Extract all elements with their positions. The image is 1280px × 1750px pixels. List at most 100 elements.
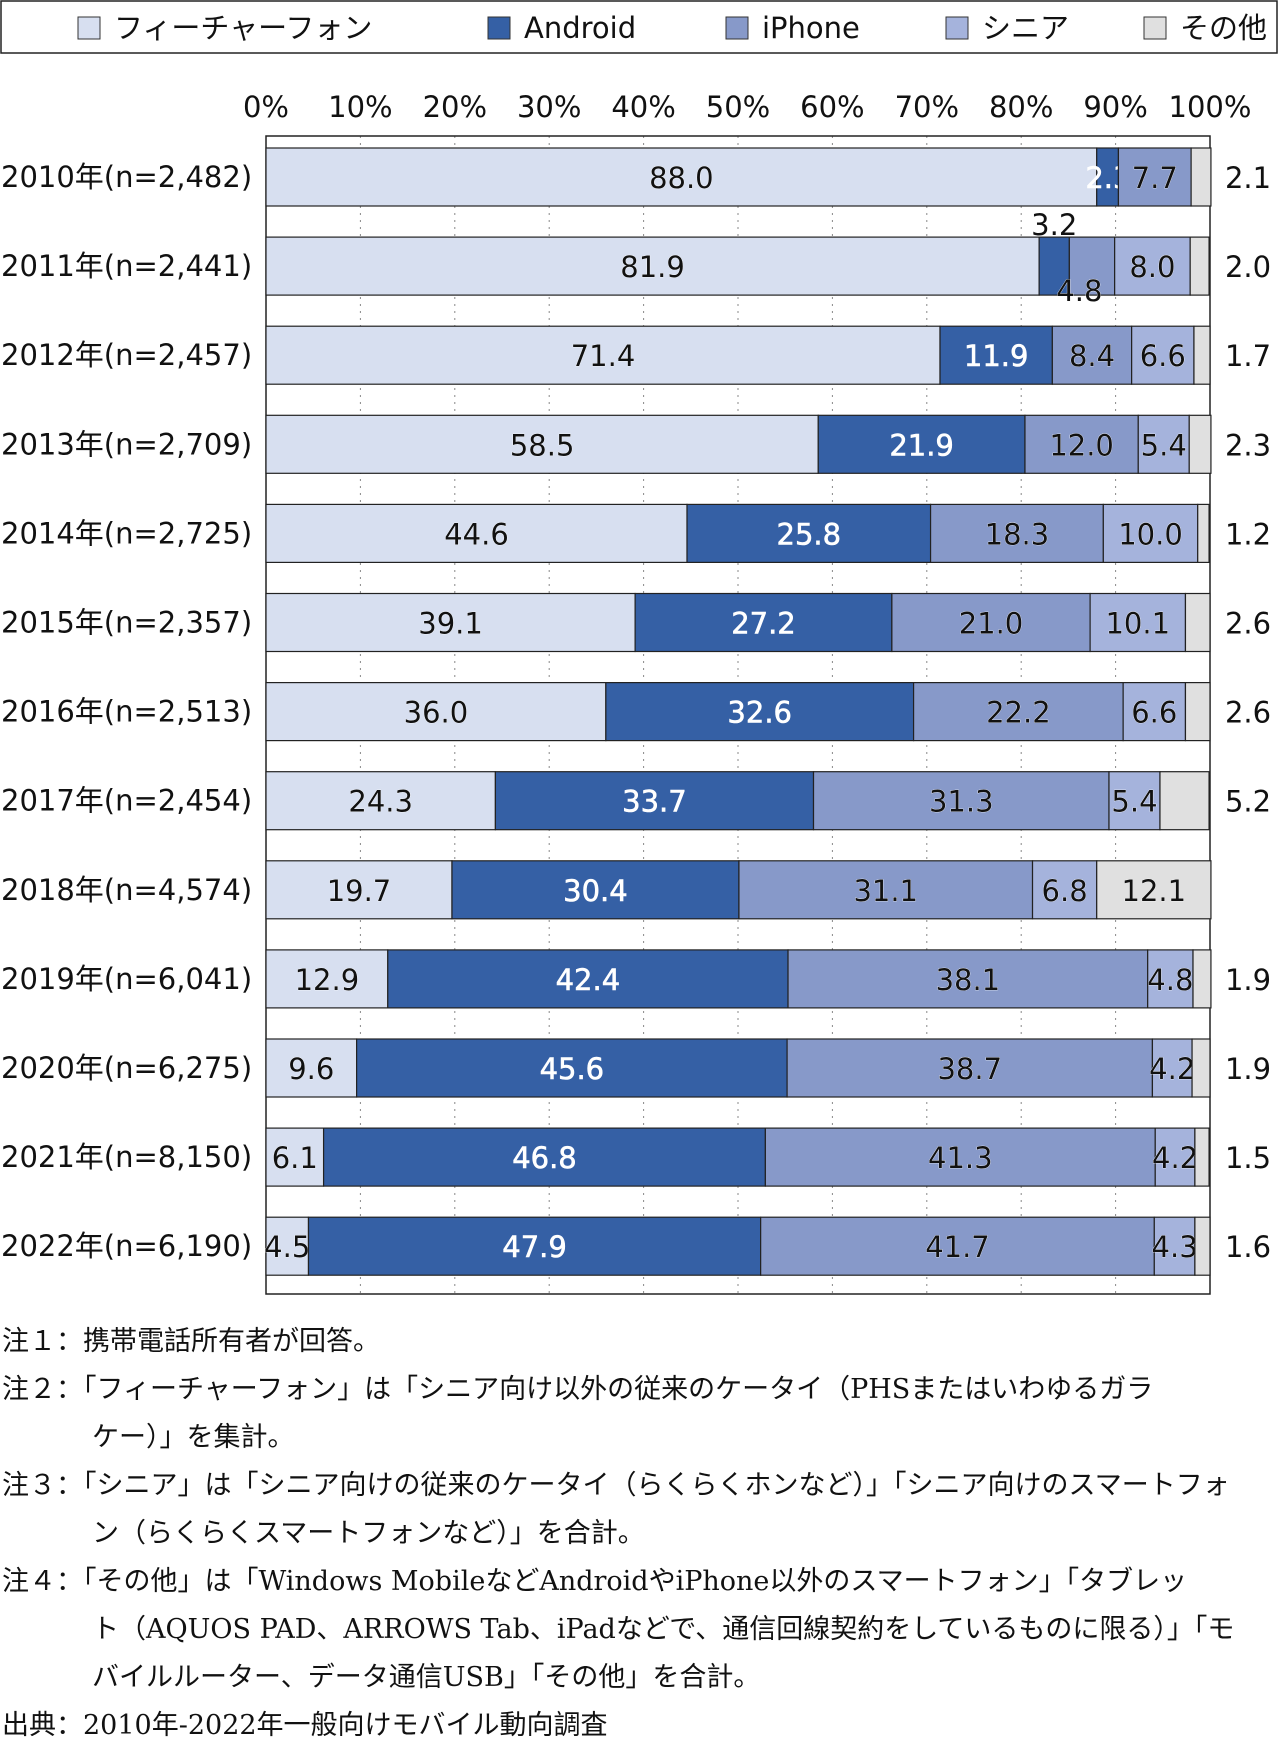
bar-segment	[605, 681, 915, 742]
note-1: 注１：携帯電話所有者が回答。	[2, 1326, 380, 1357]
bar-segment	[634, 592, 893, 653]
bar-segment	[912, 681, 1124, 742]
bar-segment	[1151, 1038, 1193, 1098]
bar-value-label: 2.1	[1225, 161, 1271, 195]
bar-value-label: 5.2	[1225, 785, 1271, 819]
bar-segment	[494, 771, 815, 831]
axis-tick-label: 60%	[800, 90, 864, 124]
bar-value-label: 71.4	[571, 339, 636, 373]
axis-tick-label: 70%	[895, 90, 959, 124]
bar-segment	[817, 414, 1026, 474]
legend-label: その他	[1180, 11, 1267, 45]
bar-value-label: 10.0	[1118, 517, 1183, 551]
bar-value-label: 27.2	[731, 607, 796, 641]
bar-value-label: 8.0	[1129, 250, 1175, 284]
category-label: 2017年(n=2,454)	[1, 784, 252, 818]
legend-swatch	[77, 16, 101, 40]
category-label: 2021年(n=8,150)	[1, 1140, 252, 1174]
bar-segment	[1068, 236, 1116, 296]
bar-segment	[265, 860, 453, 920]
axis-tick-label: 20%	[423, 90, 487, 124]
bar-segment	[812, 771, 1110, 831]
bar-value-label: 31.3	[929, 785, 994, 819]
legend-label: iPhone	[762, 11, 860, 45]
bar-segment	[1189, 236, 1210, 296]
legend-label: シニア	[982, 11, 1069, 45]
category-label: 2010年(n=2,482)	[1, 160, 252, 194]
bar-segment	[265, 592, 636, 653]
legend-label: Android	[524, 11, 636, 45]
note-4-cont2: バイルルーター、データ通信USB」「その他」を合計。	[92, 1662, 761, 1693]
bar-value-label: 33.7	[622, 785, 687, 819]
bar-segment	[265, 1038, 358, 1098]
note-2-cont: ケー）」を集計。	[92, 1422, 295, 1453]
bar-value-label: 22.2	[986, 696, 1051, 730]
bar-value-label: 7.7	[1132, 161, 1178, 195]
bar-segment	[265, 1216, 310, 1276]
category-label: 2015年(n=2,357)	[1, 606, 252, 640]
bar-segment	[686, 503, 932, 563]
axis-tick-label: 80%	[989, 90, 1053, 124]
bar-segment	[265, 1127, 325, 1187]
bar-segment	[1137, 414, 1190, 474]
legend-swatch	[725, 16, 749, 40]
category-label: 2013年(n=2,709)	[1, 427, 252, 461]
note-2: 注２：「フィーチャーフォン」は「シニア向け以外の従来のケータイ（PHSまたはいわ…	[2, 1374, 1154, 1405]
bar-segment	[265, 414, 819, 474]
legend-box	[0, 0, 1278, 54]
axis-tick-label: 40%	[611, 90, 675, 124]
bar-value-label: 9.6	[288, 1052, 334, 1086]
stacked-bar-chart: フィーチャーフォン Android iPhone シニア その他 0% 10% 20% 30% 4…	[0, 0, 1278, 1295]
bar-value-label: 8.4	[1069, 339, 1115, 373]
bar-value-label: 4.5	[264, 1230, 310, 1264]
axis-tick-label: 10%	[328, 90, 392, 124]
bar-segment	[265, 503, 688, 563]
bar-segment	[1114, 236, 1191, 296]
bar-value-label: 47.9	[502, 1230, 567, 1264]
bar-value-label: 19.7	[327, 874, 392, 908]
bar-value-label: 25.8	[777, 517, 842, 551]
bar-value-label: 6.1	[272, 1141, 318, 1175]
bar-value-label: 1.9	[1225, 963, 1271, 997]
bar-segment	[1184, 681, 1211, 742]
bar-segment	[387, 949, 789, 1009]
category-label: 2020年(n=6,275)	[1, 1051, 252, 1085]
bar-value-label: 4.2	[1152, 1141, 1198, 1175]
note-4: 注４：「その他」は「Windows MobileなどAndroidやiPhone…	[2, 1566, 1188, 1597]
category-label: 2014年(n=2,725)	[1, 516, 252, 550]
source-note: 出典：2010年-2022年一般向けモバイル動向調査	[2, 1710, 608, 1741]
bar-segment	[1089, 592, 1187, 653]
axis-tick-label: 50%	[706, 90, 770, 124]
bar-segment	[786, 1038, 1154, 1098]
category-label: 2018年(n=4,574)	[1, 873, 252, 907]
bar-value-label: 1.5	[1225, 1141, 1271, 1175]
bar-value-label: 45.6	[540, 1052, 605, 1086]
bar-segment	[1193, 325, 1211, 385]
bar-segment	[451, 860, 740, 920]
bar-value-label: 4.2	[1149, 1052, 1195, 1086]
bar-value-label: 6.6	[1140, 339, 1186, 373]
axis-tick-label: 100%	[1169, 90, 1252, 124]
bar-value-label: 46.8	[512, 1141, 577, 1175]
bar-value-label: 4.8	[1056, 274, 1102, 308]
category-label: 2022年(n=6,190)	[1, 1229, 252, 1263]
bar-value-label: 32.6	[727, 696, 792, 730]
legend-swatch	[1143, 16, 1167, 40]
bar-value-label: 4.8	[1147, 963, 1193, 997]
bar-segment	[1122, 681, 1187, 742]
bar-segment	[265, 325, 941, 385]
bar-value-label: 18.3	[985, 517, 1050, 551]
bar-segment	[764, 1127, 1156, 1187]
category-label: 2011年(n=2,441)	[1, 249, 252, 283]
bar-value-label: 58.5	[510, 428, 575, 462]
bar-value-label: 44.6	[444, 517, 509, 551]
bar-value-label: 31.1	[853, 874, 918, 908]
bar-value-label: 12.1	[1122, 874, 1187, 908]
bar-segment	[265, 949, 389, 1009]
bar-value-label: 6.6	[1131, 696, 1177, 730]
note-3: 注３：「シニア」は「シニア向けの従来のケータイ（らくらくホンなど）」「シニア向け…	[2, 1470, 1230, 1501]
bar-segment	[929, 503, 1104, 563]
note-4-cont: ト（AQUOS PAD、ARROWS Tab、iPadなどで、通信回線契約をして…	[92, 1614, 1235, 1645]
bar-value-label: 12.0	[1049, 428, 1114, 462]
bar-value-label: 36.0	[404, 696, 469, 730]
